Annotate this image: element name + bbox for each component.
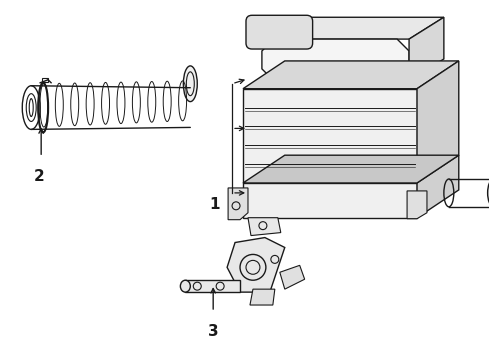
Ellipse shape (488, 179, 490, 207)
Polygon shape (280, 265, 305, 289)
Ellipse shape (180, 280, 190, 292)
Ellipse shape (183, 66, 197, 102)
Polygon shape (243, 89, 417, 183)
Polygon shape (262, 17, 444, 39)
Polygon shape (262, 39, 409, 81)
FancyBboxPatch shape (42, 78, 48, 82)
Text: 2: 2 (34, 169, 45, 184)
Polygon shape (185, 280, 240, 292)
Text: 1: 1 (210, 197, 220, 212)
Polygon shape (228, 188, 248, 220)
Polygon shape (407, 191, 427, 219)
Polygon shape (243, 183, 417, 218)
Polygon shape (250, 289, 275, 305)
Polygon shape (417, 155, 459, 218)
Polygon shape (248, 218, 281, 235)
Polygon shape (227, 238, 285, 292)
Polygon shape (243, 155, 459, 183)
Text: 3: 3 (208, 324, 219, 339)
Polygon shape (243, 61, 459, 89)
Polygon shape (417, 61, 459, 183)
Polygon shape (409, 17, 444, 81)
FancyBboxPatch shape (246, 15, 313, 49)
